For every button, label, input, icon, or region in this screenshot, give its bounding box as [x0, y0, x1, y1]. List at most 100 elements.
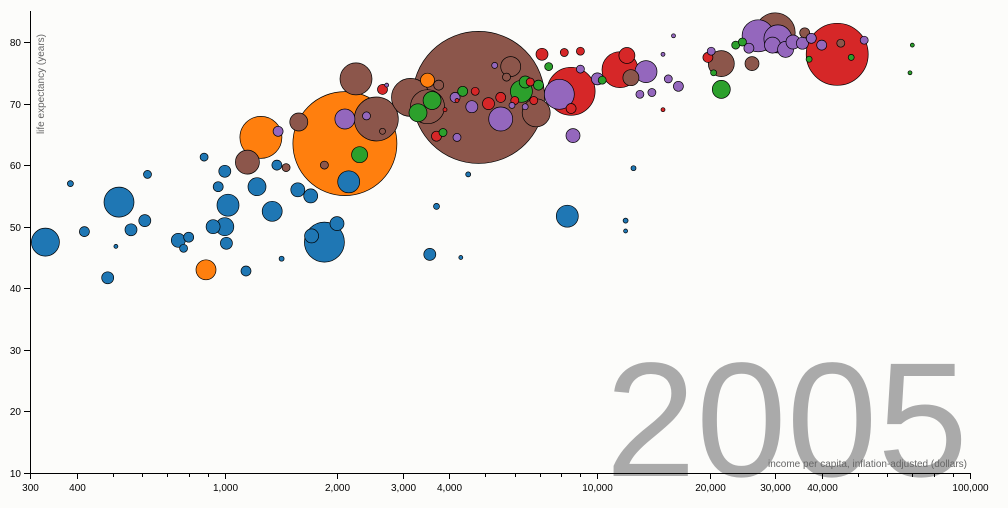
- country-bubble[interactable]: [362, 111, 371, 121]
- country-bubble[interactable]: [339, 62, 373, 96]
- country-bubble[interactable]: [847, 54, 855, 61]
- country-bubble[interactable]: [500, 56, 522, 77]
- country-bubble[interactable]: [433, 79, 445, 91]
- country-bubble[interactable]: [452, 133, 462, 142]
- country-bubble[interactable]: [671, 33, 676, 39]
- country-bubble[interactable]: [805, 32, 817, 44]
- country-bubble[interactable]: [535, 47, 549, 61]
- country-bubble[interactable]: [212, 181, 224, 193]
- country-bubble[interactable]: [235, 149, 260, 175]
- country-bubble[interactable]: [138, 214, 152, 227]
- country-bubble[interactable]: [261, 200, 283, 222]
- country-bubble[interactable]: [454, 98, 460, 103]
- country-bubble[interactable]: [220, 236, 233, 250]
- country-bubble[interactable]: [408, 103, 428, 123]
- country-bubble[interactable]: [597, 75, 607, 85]
- country-bubble[interactable]: [465, 100, 479, 114]
- country-bubble[interactable]: [529, 96, 539, 105]
- country-bubble[interactable]: [79, 226, 90, 237]
- country-bubble[interactable]: [805, 22, 869, 86]
- country-bubble[interactable]: [488, 106, 514, 132]
- country-bubble[interactable]: [195, 259, 217, 281]
- country-bubble[interactable]: [521, 103, 529, 111]
- country-bubble[interactable]: [289, 112, 309, 132]
- country-bubble[interactable]: [565, 128, 581, 143]
- country-bubble[interactable]: [805, 55, 813, 63]
- country-bubble[interactable]: [320, 160, 329, 170]
- country-bubble[interactable]: [438, 128, 448, 137]
- country-bubble[interactable]: [618, 47, 636, 64]
- country-bubble[interactable]: [673, 80, 684, 92]
- country-bubble[interactable]: [491, 62, 499, 69]
- country-bubble[interactable]: [281, 163, 291, 172]
- country-bubble[interactable]: [470, 86, 480, 96]
- country-bubble[interactable]: [218, 164, 232, 178]
- country-bubble[interactable]: [31, 227, 60, 257]
- country-bubble[interactable]: [240, 265, 252, 277]
- country-bubble[interactable]: [710, 69, 717, 77]
- country-bubble[interactable]: [576, 64, 585, 74]
- country-bubble[interactable]: [247, 177, 267, 197]
- country-bubble[interactable]: [458, 255, 464, 260]
- country-bubble[interactable]: [353, 96, 399, 142]
- country-bubble[interactable]: [647, 88, 657, 97]
- country-bubble[interactable]: [379, 127, 386, 135]
- country-bubble[interactable]: [290, 182, 306, 198]
- country-bubble[interactable]: [216, 193, 240, 217]
- country-bubble[interactable]: [303, 188, 319, 204]
- country-bubble[interactable]: [199, 152, 209, 162]
- country-bubble[interactable]: [334, 108, 356, 130]
- country-bubble[interactable]: [457, 85, 469, 97]
- country-bubble[interactable]: [143, 170, 152, 179]
- country-bubble[interactable]: [555, 204, 579, 228]
- country-bubble[interactable]: [816, 39, 828, 51]
- country-bubble[interactable]: [543, 78, 575, 110]
- country-bubble[interactable]: [836, 38, 846, 48]
- country-bubble[interactable]: [278, 255, 285, 262]
- country-bubble[interactable]: [179, 243, 188, 253]
- country-bubble[interactable]: [465, 171, 472, 178]
- country-bubble[interactable]: [442, 107, 448, 113]
- country-bubble[interactable]: [508, 102, 516, 109]
- country-bubble[interactable]: [351, 146, 368, 164]
- country-bubble[interactable]: [384, 82, 390, 88]
- country-bubble[interactable]: [495, 92, 507, 103]
- country-bubble[interactable]: [525, 77, 535, 87]
- country-bubble[interactable]: [738, 37, 747, 47]
- country-bubble[interactable]: [482, 97, 495, 110]
- country-bubble[interactable]: [635, 89, 645, 99]
- country-bubble[interactable]: [329, 216, 345, 231]
- country-bubble[interactable]: [706, 46, 716, 56]
- country-bubble[interactable]: [623, 228, 628, 234]
- country-bubble[interactable]: [744, 56, 760, 71]
- country-bubble[interactable]: [502, 72, 511, 82]
- country-bubble[interactable]: [422, 91, 442, 110]
- country-bubble[interactable]: [859, 35, 869, 45]
- country-bubble[interactable]: [576, 46, 585, 56]
- country-bubble[interactable]: [205, 219, 221, 235]
- country-bubble[interactable]: [711, 80, 731, 99]
- country-bubble[interactable]: [377, 84, 388, 95]
- country-bubble[interactable]: [907, 70, 913, 76]
- country-bubble[interactable]: [272, 125, 284, 137]
- country-bubble[interactable]: [533, 79, 544, 91]
- country-bubble[interactable]: [909, 42, 915, 48]
- country-bubble[interactable]: [559, 48, 569, 57]
- country-bubble[interactable]: [67, 180, 74, 187]
- country-bubble[interactable]: [743, 42, 755, 54]
- country-bubble[interactable]: [622, 217, 629, 224]
- country-bubble[interactable]: [565, 103, 577, 114]
- country-bubble[interactable]: [337, 170, 361, 194]
- country-bubble[interactable]: [239, 116, 283, 159]
- country-bubble[interactable]: [660, 51, 666, 57]
- country-bubble[interactable]: [113, 244, 119, 249]
- country-bubble[interactable]: [420, 72, 435, 88]
- country-bubble[interactable]: [101, 271, 115, 285]
- country-bubble[interactable]: [544, 62, 554, 71]
- country-bubble[interactable]: [660, 107, 666, 113]
- country-bubble[interactable]: [622, 69, 640, 87]
- country-bubble[interactable]: [423, 248, 437, 261]
- country-bubble[interactable]: [271, 159, 283, 171]
- country-bubble[interactable]: [103, 186, 135, 218]
- country-bubble[interactable]: [124, 223, 138, 237]
